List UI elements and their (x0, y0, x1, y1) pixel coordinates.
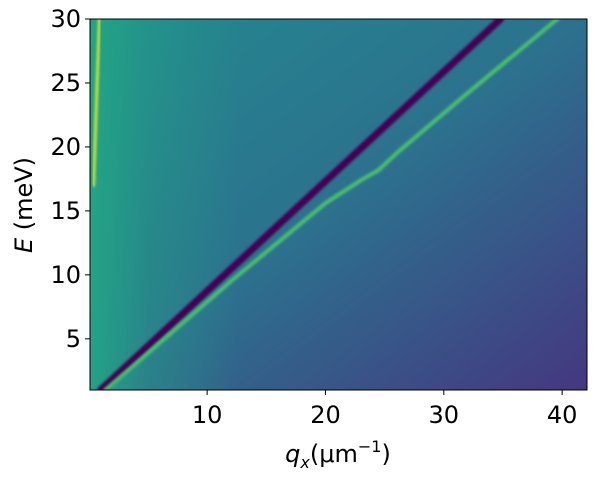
x-tick-label: 30 (429, 401, 460, 429)
y-tick-label: 25 (50, 69, 81, 97)
y-tick-label: 10 (50, 261, 81, 289)
x-label-unit: (μm (310, 440, 358, 468)
x-tick-label: 40 (547, 401, 578, 429)
curve (103, 19, 560, 390)
x-axis-label: qx(μm−1) (285, 437, 391, 472)
x-label-sub: x (299, 453, 310, 472)
curves (92, 19, 560, 390)
y-label-symbol: E (10, 237, 38, 253)
y-axis-label: E (meV) (10, 157, 38, 253)
y-tick-label: 15 (50, 197, 81, 225)
curve (92, 19, 101, 187)
x-label-base: q (285, 440, 300, 468)
x-label-close: ) (381, 440, 390, 468)
x-label-sup: −1 (358, 437, 382, 456)
y-tick-label: 20 (50, 133, 81, 161)
y-tick-label: 30 (50, 5, 81, 33)
y-label-unit: (meV) (10, 157, 38, 238)
y-tick-label: 5 (66, 325, 81, 353)
x-tick-label: 20 (310, 401, 341, 429)
heatmap-glow (90, 19, 587, 390)
plot-frame (89, 18, 588, 391)
curve (97, 19, 505, 390)
x-tick-label: 10 (192, 401, 223, 429)
